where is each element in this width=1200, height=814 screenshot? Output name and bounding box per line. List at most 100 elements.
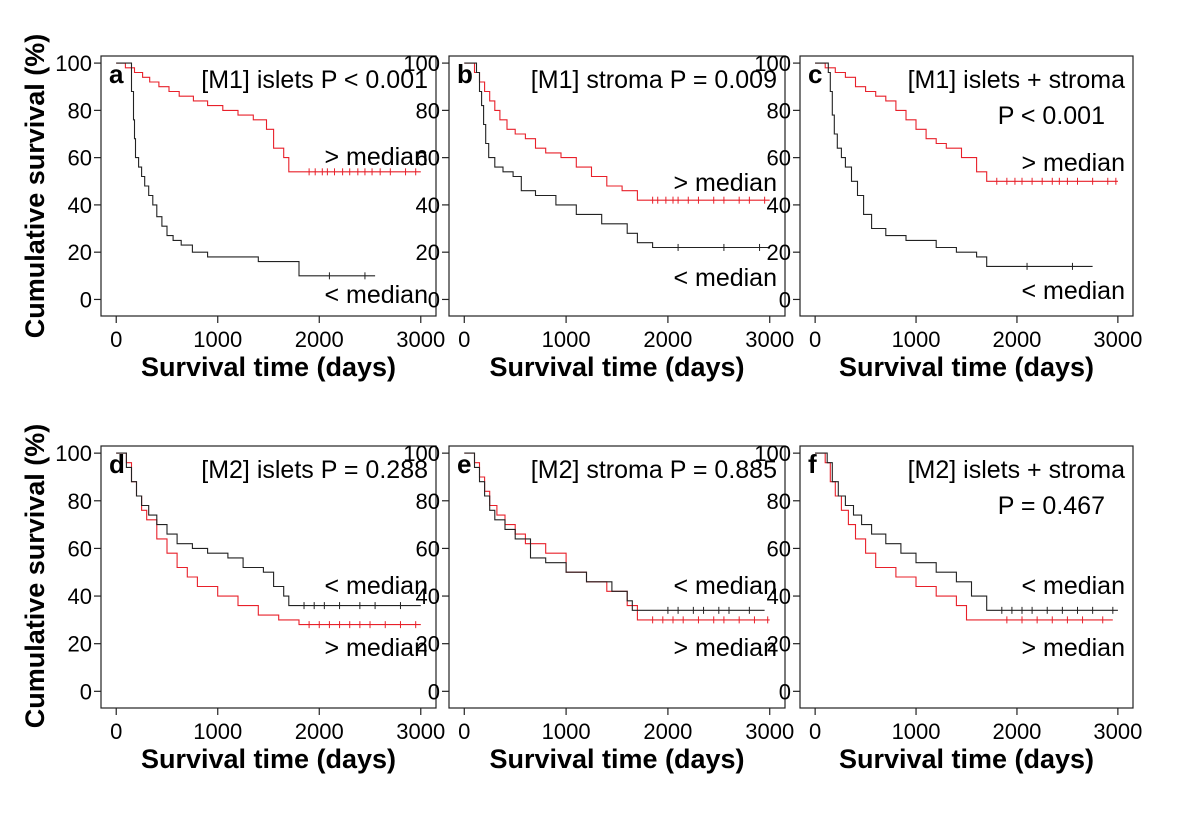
- y-tick-label: 20: [68, 632, 92, 657]
- x-tick-label: 0: [809, 327, 821, 352]
- x-tick-label: 3000: [396, 719, 445, 744]
- y-tick-label: 0: [428, 287, 440, 312]
- panel-title: [M2] islets + stroma: [908, 456, 1126, 484]
- y-tick-label: 80: [416, 98, 440, 123]
- y-tick-label: 0: [428, 679, 440, 704]
- x-tick-label: 1000: [892, 327, 941, 352]
- x-tick-label: 0: [110, 719, 122, 744]
- y-tick-label: 80: [416, 489, 440, 514]
- x-axis-label: Survival time (days): [141, 744, 396, 774]
- y-tick-label: 100: [55, 441, 92, 466]
- panel-title: [M1] islets P < 0.001: [201, 66, 428, 94]
- x-axis-label: Survival time (days): [839, 352, 1094, 382]
- survival-curve-below-median: [815, 62, 1093, 267]
- survival-curve-below-median: [116, 452, 421, 607]
- survival-curve-above-median: [116, 62, 421, 173]
- panel-title: [M1] islets + stroma: [908, 66, 1126, 94]
- x-tick-label: 2000: [992, 719, 1041, 744]
- x-tick-label: 1000: [542, 719, 591, 744]
- x-tick-label: 2000: [295, 719, 344, 744]
- survival-curve-above-median: [815, 62, 1118, 182]
- survival-curve-below-median: [815, 452, 1118, 611]
- panel-letter: f: [808, 449, 817, 479]
- y-tick-label: 60: [767, 536, 791, 561]
- y-tick-label: 60: [416, 536, 440, 561]
- survival-curve-above-median: [464, 452, 770, 621]
- x-axis-label: Survival time (days): [141, 352, 396, 382]
- plot-frame: [799, 445, 1134, 709]
- plot-frame: [448, 55, 786, 317]
- y-tick-label: 20: [68, 240, 92, 265]
- curve-label-lower: > median: [1021, 634, 1125, 662]
- curve-label-lower: < median: [673, 264, 777, 292]
- x-axis-label: Survival time (days): [489, 352, 744, 382]
- curve-label-lower: < median: [324, 281, 428, 309]
- y-tick-label: 40: [416, 584, 440, 609]
- y-tick-label: 40: [68, 584, 92, 609]
- y-tick-label: 80: [767, 98, 791, 123]
- x-tick-label: 3000: [745, 327, 794, 352]
- x-tick-label: 3000: [396, 327, 445, 352]
- x-tick-label: 2000: [295, 327, 344, 352]
- y-tick-label: 0: [80, 679, 92, 704]
- panel-title: [M1] stroma P = 0.009: [531, 66, 777, 94]
- survival-curve-above-median: [464, 62, 770, 201]
- panel-subtitle: P < 0.001: [998, 102, 1105, 130]
- y-tick-label: 100: [403, 51, 440, 76]
- panel-letter: c: [808, 59, 822, 89]
- y-tick-label: 60: [767, 146, 791, 171]
- survival-curve-below-median: [116, 62, 376, 277]
- x-tick-label: 2000: [643, 327, 692, 352]
- y-tick-label: 80: [68, 98, 92, 123]
- y-tick-label: 60: [68, 146, 92, 171]
- x-tick-label: 1000: [542, 327, 591, 352]
- plot-frame: [448, 445, 786, 709]
- x-tick-label: 1000: [193, 327, 242, 352]
- y-tick-label: 100: [754, 51, 791, 76]
- y-tick-label: 0: [80, 287, 92, 312]
- x-tick-label: 2000: [992, 327, 1041, 352]
- x-tick-label: 3000: [1093, 327, 1142, 352]
- curve-label-lower: < median: [1021, 277, 1125, 305]
- y-tick-label: 20: [767, 632, 791, 657]
- y-tick-label: 0: [779, 679, 791, 704]
- y-tick-label: 40: [416, 193, 440, 218]
- x-axis-label: Survival time (days): [839, 744, 1094, 774]
- y-tick-label: 40: [767, 193, 791, 218]
- y-tick-label: 100: [55, 51, 92, 76]
- curve-label-upper: < median: [673, 572, 777, 600]
- y-tick-label: 20: [416, 240, 440, 265]
- y-axis-label: Cumulative survival (%): [20, 424, 50, 729]
- panel-title: [M2] islets P = 0.288: [201, 456, 428, 484]
- curve-label-upper: > median: [1021, 149, 1125, 177]
- x-tick-label: 1000: [193, 719, 242, 744]
- y-tick-label: 80: [767, 489, 791, 514]
- y-tick-label: 80: [68, 489, 92, 514]
- survival-curve-below-median: [464, 452, 765, 611]
- panel-letter: b: [457, 59, 473, 89]
- curve-label-lower: > median: [324, 634, 428, 662]
- plot-frame: [100, 55, 437, 317]
- y-tick-label: 40: [68, 193, 92, 218]
- panel-letter: e: [457, 449, 471, 479]
- curve-label-upper: < median: [324, 572, 428, 600]
- y-tick-label: 0: [779, 287, 791, 312]
- curve-label-upper: > median: [324, 143, 428, 171]
- y-tick-label: 20: [416, 632, 440, 657]
- plot-frame: [799, 55, 1134, 317]
- survival-curve-below-median: [464, 62, 770, 249]
- x-tick-label: 0: [458, 327, 470, 352]
- y-tick-label: 100: [754, 441, 791, 466]
- y-tick-label: 60: [416, 146, 440, 171]
- x-tick-label: 2000: [643, 719, 692, 744]
- panel-letter: d: [109, 449, 125, 479]
- x-axis-label: Survival time (days): [489, 744, 744, 774]
- panel-subtitle: P = 0.467: [998, 492, 1105, 520]
